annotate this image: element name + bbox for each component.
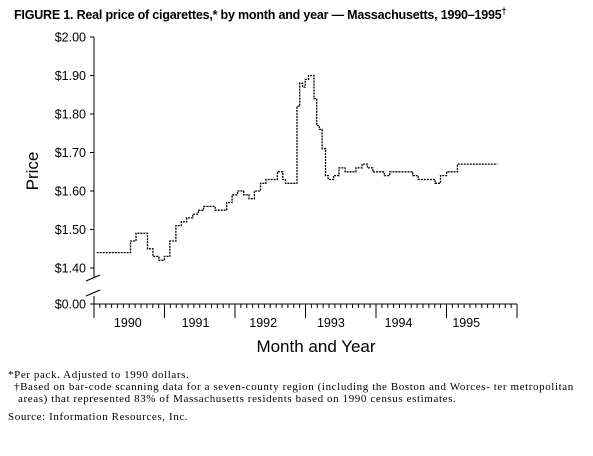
chart-title: FIGURE 1. Real price of cigarettes,* by … <box>14 6 506 22</box>
x-tick-label: 1994 <box>385 316 413 330</box>
chart-ticks: $2.00 $1.90 $1.80 $1.70 $1.60 $1.50 $1.40 $0.00… <box>55 31 518 330</box>
y-tick-label: $1.50 <box>55 223 86 237</box>
x-axis-label: Month and Year <box>256 337 375 356</box>
footnotes: *Per pack. Adjusted to 1990 dollars. †Ba… <box>8 369 578 423</box>
chart-series <box>96 74 498 261</box>
chart-title-dagger: † <box>501 6 507 16</box>
y-tick-label: $1.70 <box>55 146 86 160</box>
x-tick-label: 1992 <box>249 316 277 330</box>
price-series-line <box>96 74 498 261</box>
x-tick-label: 1993 <box>317 316 345 330</box>
chart-axes <box>85 37 517 305</box>
chart-title-text: FIGURE 1. Real price of cigarettes,* by … <box>14 8 502 23</box>
axis-break-mark-upper <box>85 274 101 282</box>
y-tick-label: $0.00 <box>55 298 86 312</box>
x-tick-label: 1995 <box>452 316 480 330</box>
axis-break-mark-lower <box>85 289 101 297</box>
y-tick-label: $1.80 <box>55 108 86 122</box>
y-tick-label: $1.60 <box>55 185 86 199</box>
y-tick-label: $1.90 <box>55 69 86 83</box>
source-line: Source: Information Resources, Inc. <box>8 411 189 423</box>
y-tick-label: $1.40 <box>55 262 86 276</box>
footnote-per-pack: *Per pack. Adjusted to 1990 dollars. <box>8 369 190 381</box>
y-tick-label: $2.00 <box>55 31 86 45</box>
y-axis-label: Price <box>23 152 42 191</box>
footnote-data-source: †Based on bar-code scanning data for a s… <box>14 381 574 405</box>
x-tick-label: 1990 <box>114 316 142 330</box>
x-tick-label: 1991 <box>182 316 210 330</box>
